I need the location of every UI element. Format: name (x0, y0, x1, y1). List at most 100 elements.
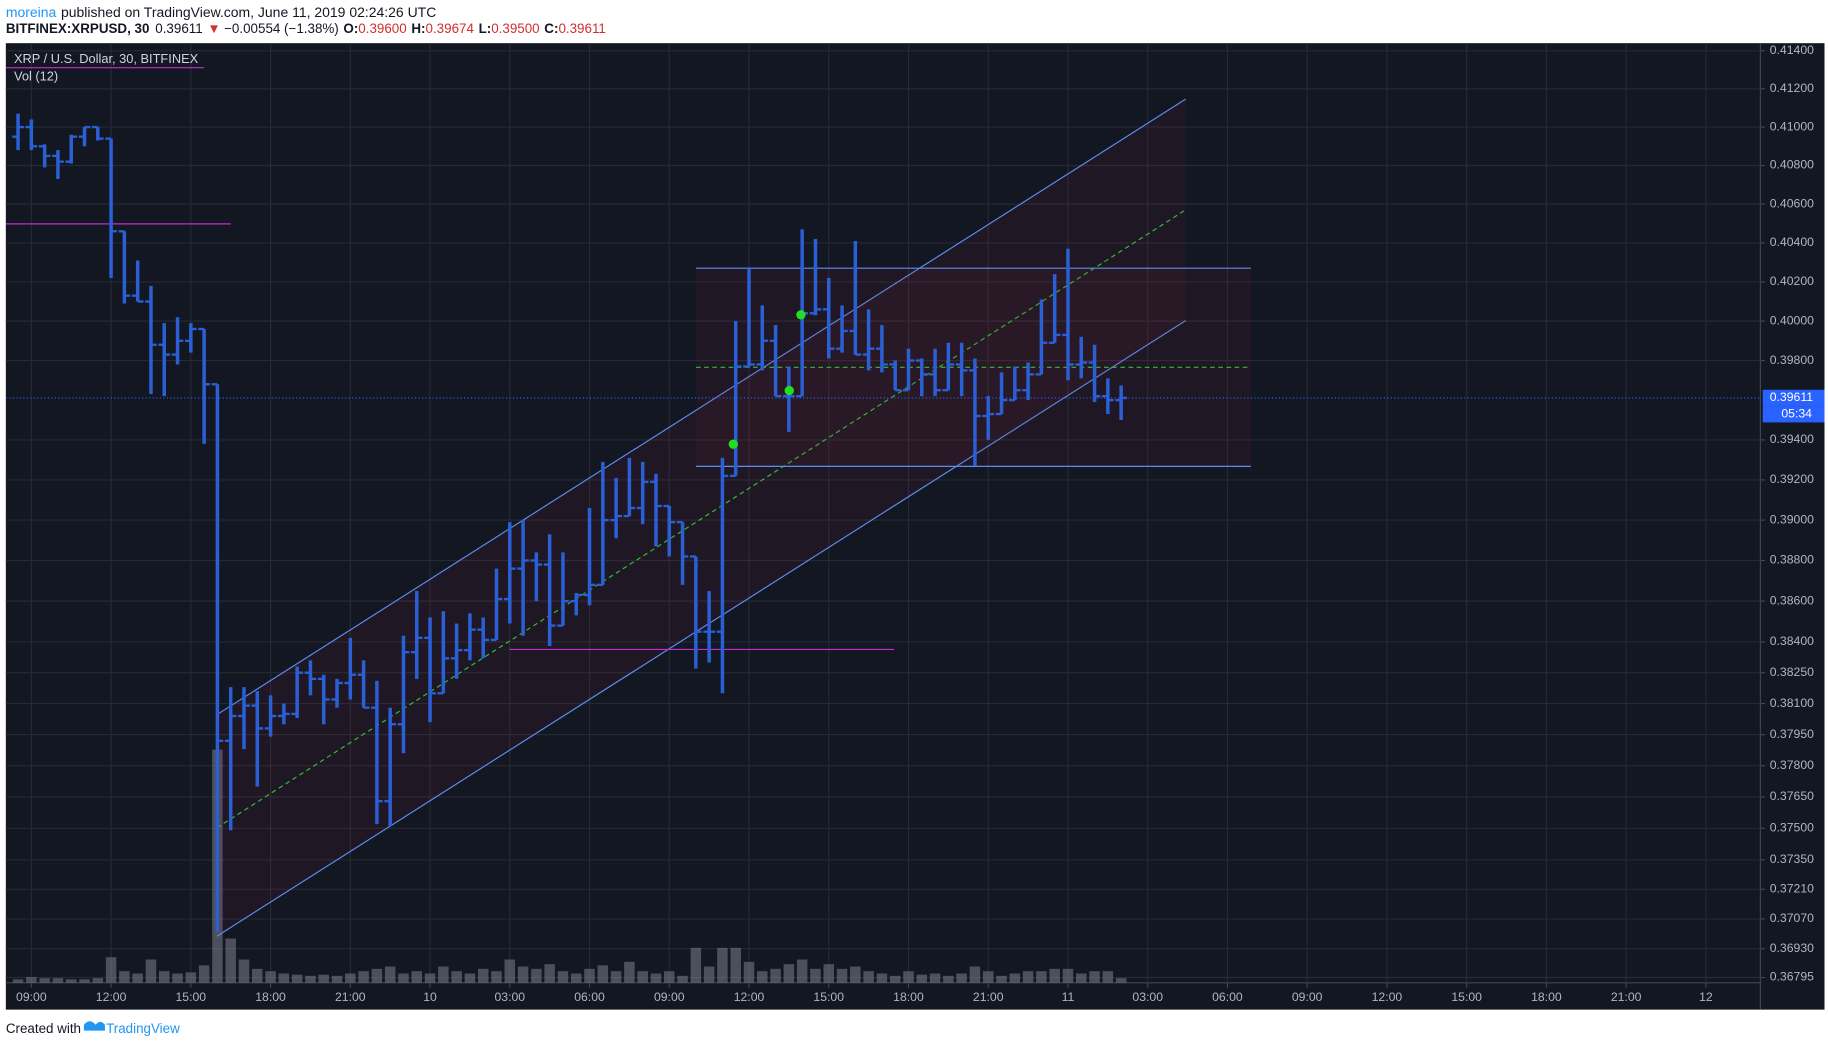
marks-layer (5, 113, 1761, 932)
volume-bar (650, 973, 662, 983)
volume-bar (996, 975, 1007, 983)
author[interactable]: moreina (6, 4, 57, 20)
y-tick-label: 0.38100 (1770, 696, 1814, 710)
volume-bar (105, 957, 117, 983)
volume-bar (305, 975, 316, 983)
volume-bar (1049, 968, 1060, 983)
x-tick-label: 18:00 (1531, 990, 1562, 1004)
volume-bar (185, 972, 197, 983)
volume-bar (504, 959, 516, 983)
close-value: 0.39611 (558, 21, 605, 36)
volume-bar (770, 968, 781, 983)
volume-bar (850, 966, 861, 983)
y-tick-label: 0.37800 (1770, 758, 1814, 772)
volume-bar (544, 964, 555, 983)
volume-bar (703, 966, 715, 983)
x-tick-label: 10 (423, 990, 437, 1004)
y-tick-label: 0.41200 (1770, 81, 1814, 95)
volume-bar (796, 959, 808, 983)
volume-bar (982, 971, 994, 983)
y-tick-label: 0.40000 (1770, 313, 1814, 327)
last-price-label: 0.39611 (1770, 390, 1814, 404)
channel-fill (216, 99, 1186, 937)
footer-logo (83, 1021, 105, 1031)
change: −0.00554 (−1.38%) (224, 21, 339, 36)
volume-bar (491, 971, 502, 983)
y-tick-label: 0.38800 (1770, 553, 1814, 567)
open-value: 0.39600 (358, 21, 406, 36)
volume-bar (331, 975, 343, 983)
volume-bar (584, 968, 595, 983)
y-tick-label: 0.37210 (1770, 882, 1814, 896)
header-line-1: moreina published on TradingView.com, Jun… (6, 4, 436, 20)
volume-bar (26, 977, 37, 983)
volume-bar (358, 971, 369, 983)
x-tick-label: 21:00 (973, 990, 1004, 1004)
volume-bar (252, 968, 263, 983)
x-tick-label: 15:00 (1451, 990, 1482, 1004)
volume-bar (159, 971, 170, 983)
volume-bar (1022, 971, 1034, 983)
legend-title: XRP / U.S. Dollar, 30, BITFINEX (14, 51, 199, 66)
volume-bar (1076, 973, 1087, 983)
volume-bar (1115, 978, 1127, 983)
y-tick-label: 0.41000 (1770, 119, 1814, 133)
volume-bar (610, 971, 622, 983)
close-label: C: (544, 21, 558, 36)
open-label: O: (343, 21, 358, 36)
y-tick-label: 0.37950 (1770, 727, 1814, 741)
volume-bar (624, 961, 635, 983)
channel-upper (216, 98, 1186, 716)
y-tick-label: 0.38600 (1770, 593, 1814, 607)
last-price: 0.39611 (155, 21, 202, 36)
volume-bar (278, 973, 290, 983)
header-line-2: BITFINEX:XRPUSD, 30 0.39611 ▼ −0.00554 (−1.… (6, 21, 606, 36)
volume-bar (438, 966, 449, 983)
x-tick-label: 06:00 (1212, 990, 1243, 1004)
volume-bar (876, 973, 888, 983)
volume-bar (464, 973, 476, 983)
volume-bar (903, 971, 914, 983)
x-tick-label: 15:00 (813, 990, 844, 1004)
footer-created: Created with (6, 1021, 81, 1036)
volume-bar (371, 968, 383, 983)
signal-dot (784, 385, 794, 396)
volume-bar (889, 975, 901, 983)
volume-bar (730, 947, 741, 983)
footer-brand[interactable]: TradingView (106, 1021, 180, 1036)
volume-bar (757, 971, 768, 983)
volume-bar (956, 973, 967, 983)
x-tick-label: 09:00 (16, 990, 47, 1004)
volume-bar (52, 978, 64, 983)
x-tick-label: 12 (1699, 990, 1713, 1004)
x-tick-label: 06:00 (574, 990, 605, 1004)
volume-bar (597, 965, 609, 983)
volume-bar (225, 938, 236, 983)
volume-bar (690, 947, 702, 983)
y-tick-label: 0.38250 (1770, 665, 1814, 679)
volume-bar (145, 959, 157, 983)
y-tick-label: 0.37500 (1770, 821, 1814, 835)
volume-bar (810, 968, 821, 983)
volume-bar (969, 966, 981, 983)
volume-bar (172, 973, 183, 983)
grid (5, 43, 1761, 983)
high-label: H: (411, 21, 425, 36)
x-tick-label: 18:00 (255, 990, 286, 1004)
volume-bar (198, 965, 210, 983)
volume-bar (677, 975, 688, 983)
signal-dot (728, 439, 738, 449)
volume-bar (39, 978, 50, 983)
y-tick-label: 0.40600 (1770, 196, 1814, 210)
high-value: 0.39674 (426, 21, 475, 36)
y-tick-label: 0.41400 (1770, 43, 1814, 57)
low-value: 0.39500 (491, 21, 539, 36)
x-tick-label: 09:00 (654, 990, 685, 1004)
x-tick-label: 15:00 (176, 990, 207, 1004)
signal-dot (796, 310, 806, 320)
volume-bar (1009, 973, 1021, 983)
volume-bar (65, 979, 77, 983)
x-tick-label: 12:00 (96, 990, 127, 1004)
